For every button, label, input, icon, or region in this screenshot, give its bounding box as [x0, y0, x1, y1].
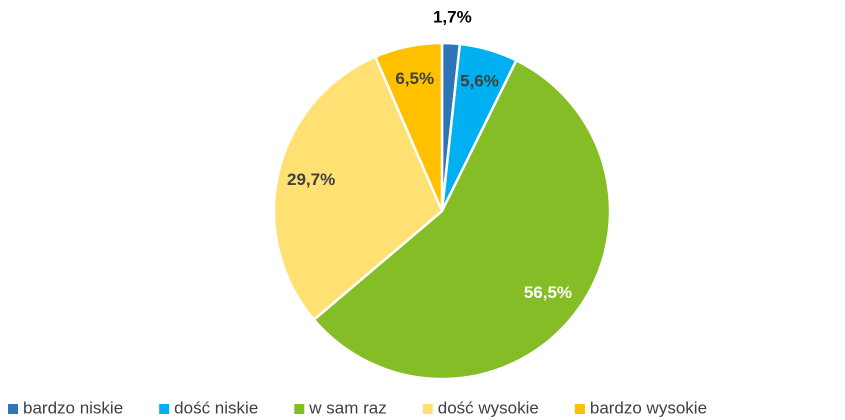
data-label: 29,7% [287, 170, 335, 189]
data-label: 6,5% [395, 69, 434, 88]
legend-label: bardzo wysokie [590, 398, 707, 417]
pie-slice [272, 55, 444, 322]
legend-marker [574, 404, 585, 414]
data-label: 5,6% [460, 71, 499, 90]
pie-slice [373, 41, 444, 212]
legend-label: w sam raz [308, 398, 386, 417]
data-label: 56,5% [524, 283, 572, 302]
legend-label: dość niskie [174, 398, 258, 417]
legend-label: bardzo niskie [23, 398, 123, 417]
legend-marker [294, 404, 305, 414]
legend-label: dość wysokie [438, 398, 539, 417]
legend-marker [8, 404, 18, 414]
data-label: 1,7% [433, 8, 472, 27]
pie-slice [312, 58, 612, 381]
legend-marker [422, 404, 433, 414]
legend-marker [159, 404, 170, 414]
